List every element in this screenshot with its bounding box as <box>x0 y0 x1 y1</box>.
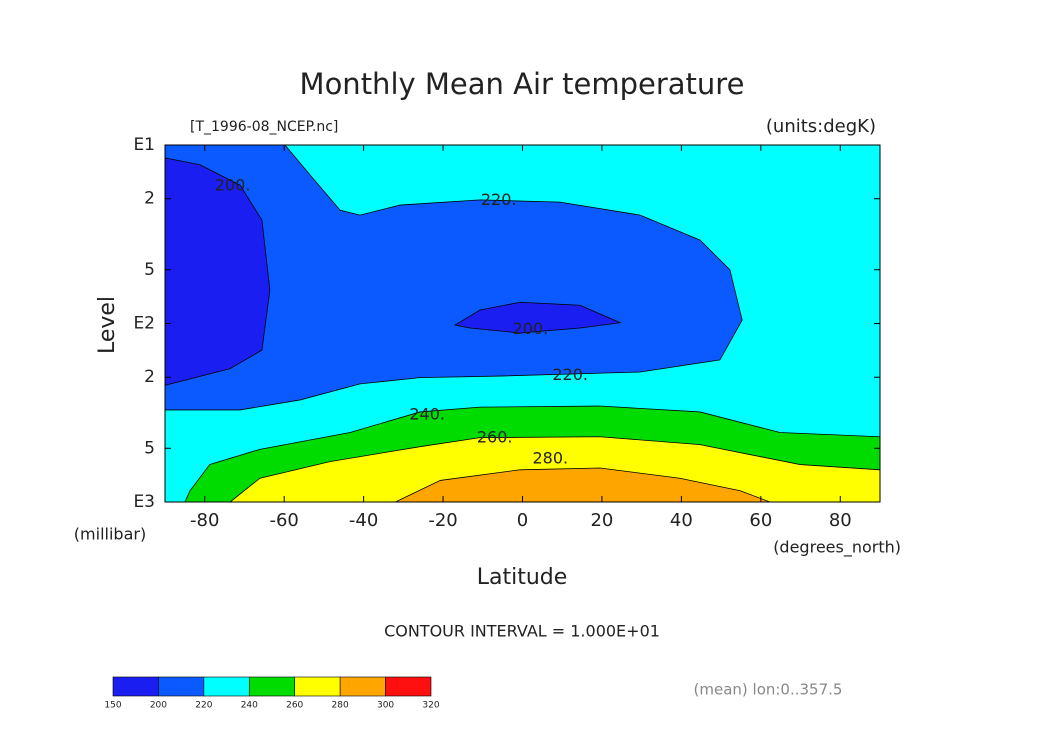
contour-label: 200. <box>513 319 549 338</box>
colorbar-label: 260 <box>286 701 303 711</box>
footer-note: (mean) lon:0..357.5 <box>694 681 843 699</box>
contour-label: 280. <box>532 449 568 468</box>
contour-label: 260. <box>477 428 513 447</box>
colorbar-label: 200 <box>150 701 167 711</box>
x-tick-label: -80 <box>190 510 219 531</box>
y-tick-label: 5 <box>144 438 155 458</box>
y-tick-label: 5 <box>144 260 155 280</box>
y-tick-label: 2 <box>144 189 155 209</box>
x-axis-label: Latitude <box>477 565 568 590</box>
colorbar-box <box>158 676 205 697</box>
y-tick-label: E1 <box>133 135 155 155</box>
colorbar-label: 220 <box>195 701 212 711</box>
chart-title: Monthly Mean Air temperature <box>300 67 745 101</box>
colorbar-label: 280 <box>332 701 349 711</box>
x-tick-label: 60 <box>749 510 772 531</box>
colorbar-label: 240 <box>241 701 258 711</box>
colorbar-label: 150 <box>104 701 121 711</box>
contour-label: 240. <box>409 404 445 423</box>
x-tick-label: 0 <box>517 510 528 531</box>
x-tick-label: 80 <box>829 510 852 531</box>
colorbar-label: 300 <box>377 701 394 711</box>
colorbar-box <box>339 676 386 697</box>
colorbar-box <box>248 676 296 697</box>
contour-interval-note: CONTOUR INTERVAL = 1.000E+01 <box>384 622 660 641</box>
x-unit: (degrees_north) <box>773 538 901 558</box>
y-tick-label: 2 <box>144 367 155 387</box>
y-tick-label: E3 <box>133 492 155 512</box>
colorbar-box <box>294 676 341 697</box>
x-tick-label: 20 <box>590 510 613 531</box>
colorbar-label: 320 <box>422 701 439 711</box>
x-tick-label: -40 <box>349 510 378 531</box>
contour-fills <box>165 145 880 502</box>
subtitle: [T_1996-08_NCEP.nc] <box>190 119 338 135</box>
colorbar-box <box>203 676 250 697</box>
colorbar-box <box>385 676 432 697</box>
colorbar-box <box>112 676 159 697</box>
y-tick-label: E2 <box>133 314 155 334</box>
contour-region <box>395 467 771 502</box>
contour-label: 220. <box>481 190 517 209</box>
contour-label: 220. <box>552 365 588 384</box>
contour-label: 200. <box>215 176 251 195</box>
x-tick-label: -60 <box>269 510 298 531</box>
contour-region <box>165 157 271 386</box>
y-axis-label: Level <box>95 296 120 354</box>
contour-region <box>165 145 743 411</box>
x-tick-label: -20 <box>428 510 457 531</box>
contour-region <box>453 301 622 334</box>
units-label: (units:degK) <box>766 116 876 137</box>
x-tick-label: 40 <box>670 510 693 531</box>
y-unit: (millibar) <box>74 525 146 544</box>
